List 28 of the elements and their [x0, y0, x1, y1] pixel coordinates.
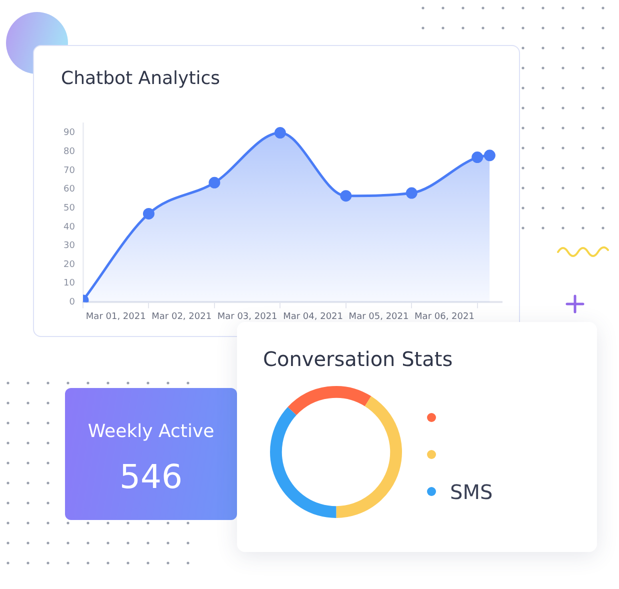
y-tick-label: 50	[64, 203, 76, 214]
point	[340, 190, 352, 202]
point	[274, 127, 286, 139]
y-tick-label: 80	[64, 146, 76, 157]
point	[472, 152, 484, 164]
x-tick-label: Mar 02, 2021	[152, 312, 212, 322]
point	[142, 208, 154, 220]
y-tick-label: 10	[64, 278, 76, 289]
x-tick-label: Mar 06, 2021	[414, 312, 474, 322]
data-label: 546	[118, 457, 184, 496]
point	[484, 150, 496, 162]
y-tick-label: 40	[64, 222, 76, 232]
chart-title: Chatbot Analytics	[61, 68, 220, 89]
y-tick-label: 70	[64, 166, 76, 176]
x-tick-label: Mar 03, 2021	[217, 312, 278, 322]
point	[406, 187, 418, 199]
point	[208, 176, 220, 188]
y-tick-label: 60	[64, 184, 76, 195]
x-tick-label: Mar 05, 2021	[348, 312, 409, 322]
x-tick-label: Mar 04, 2021	[283, 312, 343, 322]
chart-title: Conversation Stats	[263, 347, 453, 371]
y-tick-label: 90	[64, 128, 76, 138]
y-tick-label: 30	[64, 241, 76, 252]
y-tick-label: 0	[69, 298, 76, 308]
text: Weekly Active	[86, 421, 216, 442]
legend-label: SMS	[450, 480, 493, 504]
y-tick-label: 20	[64, 260, 76, 270]
x-tick-label: Mar 01, 2021	[86, 312, 146, 322]
